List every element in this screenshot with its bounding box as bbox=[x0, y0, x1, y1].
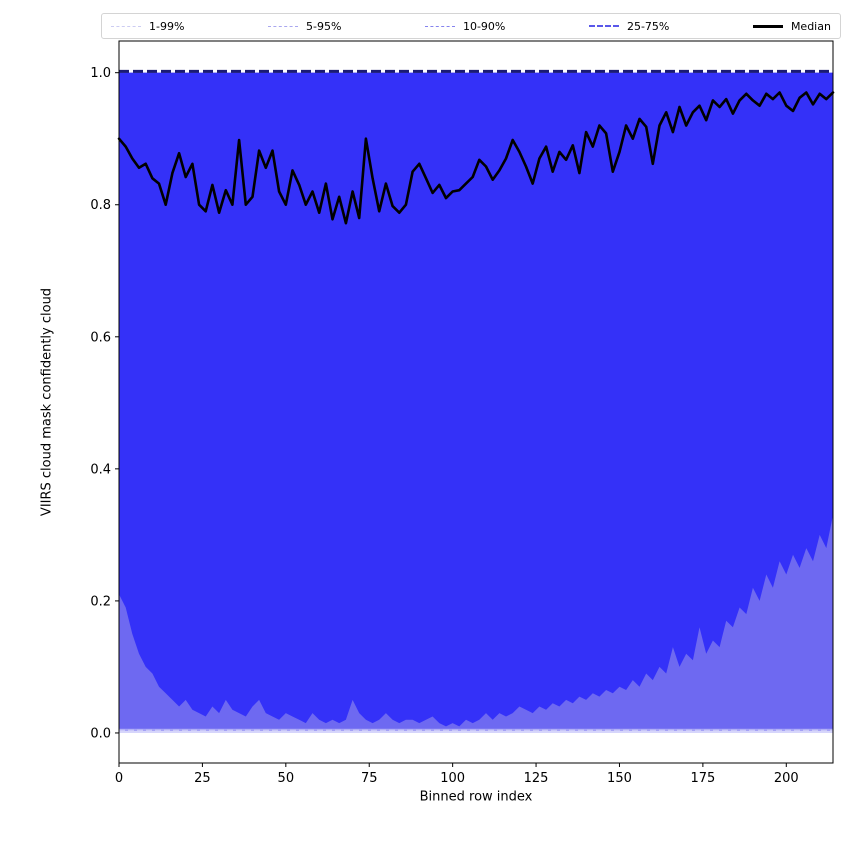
legend: 1-99% 5-95% 10-90% 25-75% Median bbox=[101, 13, 841, 39]
y-tick-label: 0.0 bbox=[90, 726, 111, 741]
y-tick-label: 0.6 bbox=[90, 330, 111, 345]
median-line-icon bbox=[752, 24, 783, 28]
axes-frame bbox=[118, 40, 834, 764]
x-tick-label: 125 bbox=[524, 771, 549, 786]
y-axis-label: VIIRS cloud mask confidently cloud bbox=[39, 287, 55, 517]
x-tick-label: 100 bbox=[440, 771, 465, 786]
x-tick-label: 200 bbox=[774, 771, 799, 786]
median-line bbox=[117, 91, 835, 225]
legend-label: Median bbox=[790, 19, 831, 33]
y-tick-label: 0.8 bbox=[90, 198, 111, 213]
y-tick-label: 0.4 bbox=[90, 462, 111, 477]
legend-item-1-99: 1-99% bbox=[111, 21, 184, 32]
band-1-99-line-icon bbox=[111, 25, 141, 27]
band-5-95-line-icon bbox=[267, 25, 298, 27]
legend-label: 5-95% bbox=[305, 19, 342, 33]
x-tick-label: 50 bbox=[278, 771, 295, 786]
x-tick-label: 75 bbox=[361, 771, 378, 786]
legend-label: 10-90% bbox=[462, 19, 506, 33]
x-tick-label: 0 bbox=[115, 771, 123, 786]
legend-item-median: Median bbox=[752, 19, 831, 33]
x-tick-label: 150 bbox=[607, 771, 632, 786]
legend-item-5-95: 5-95% bbox=[267, 19, 342, 33]
legend-item-10-90: 10-90% bbox=[424, 19, 506, 33]
legend-label: 25-75% bbox=[626, 19, 670, 33]
legend-item-25-75: 25-75% bbox=[588, 19, 670, 33]
x-axis-label: Binned row index bbox=[419, 789, 533, 805]
y-tick-label: 1.0 bbox=[90, 66, 111, 81]
band-25-75-line-icon bbox=[588, 25, 619, 27]
x-tick-label: 175 bbox=[690, 771, 715, 786]
band-10-90-line-icon bbox=[424, 25, 455, 27]
legend-label: 1-99% bbox=[149, 19, 185, 33]
y-tick-label: 0.2 bbox=[90, 594, 111, 609]
x-tick-label: 25 bbox=[194, 771, 211, 786]
band-25-75% bbox=[119, 72, 833, 727]
